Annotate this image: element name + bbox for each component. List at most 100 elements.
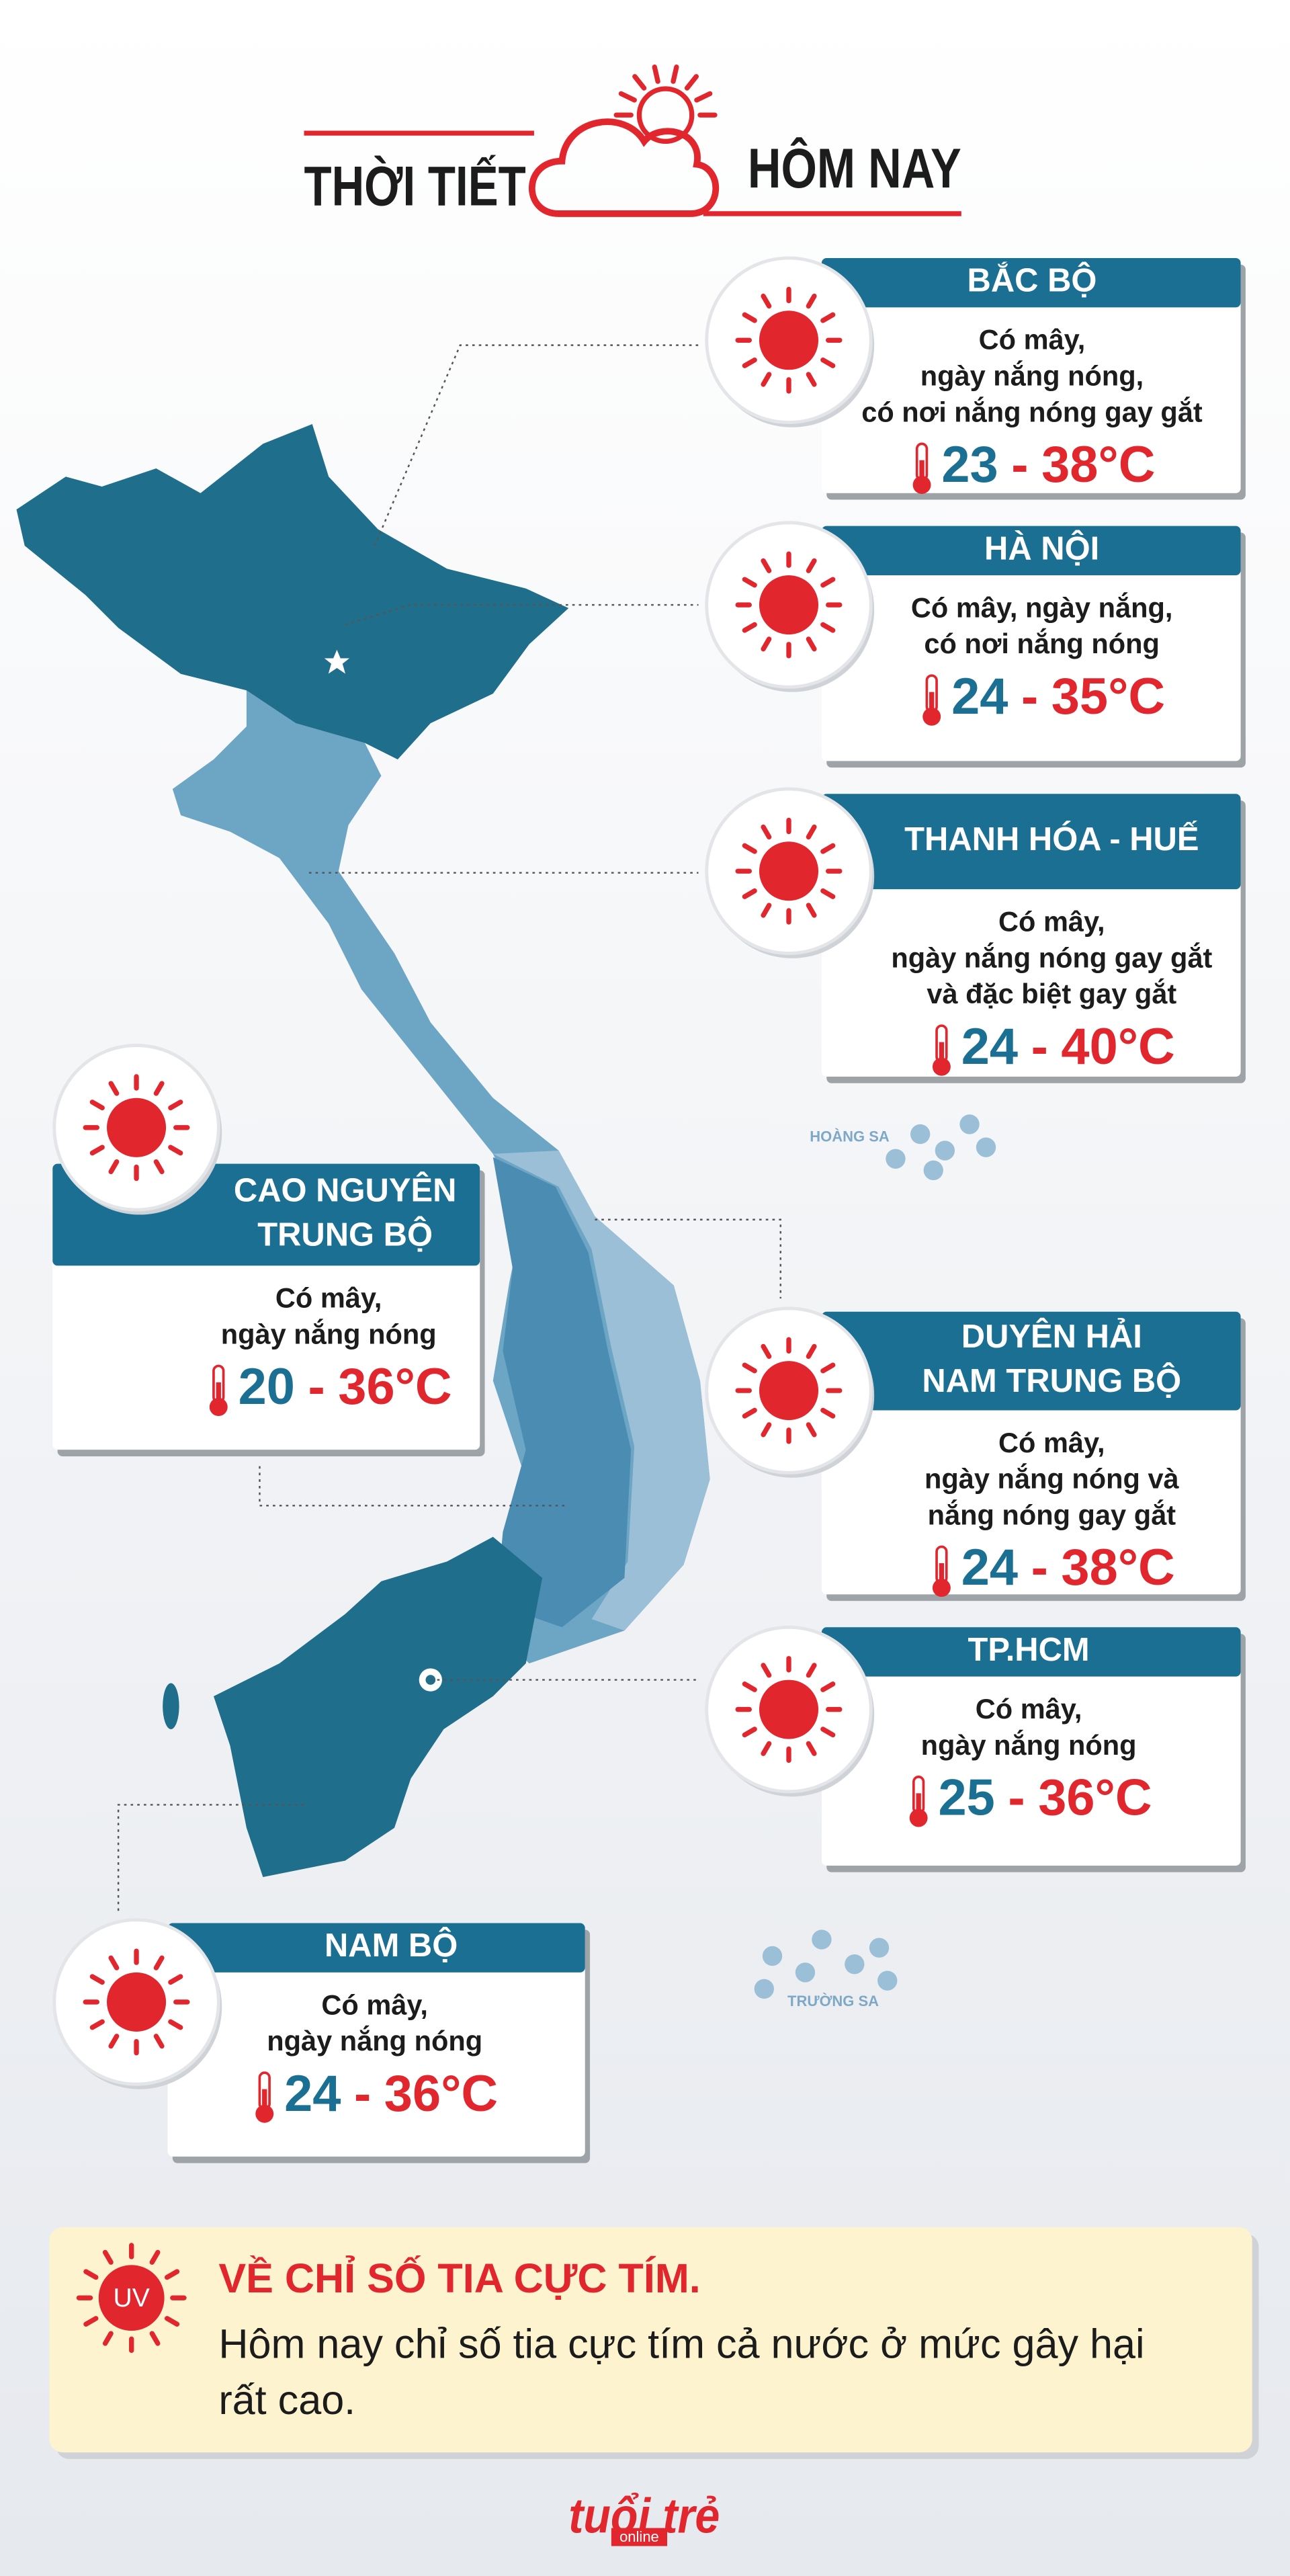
temp-high: 38 xyxy=(1061,1539,1117,1596)
uv-ray xyxy=(149,2331,161,2346)
sun-ray xyxy=(89,1974,105,1985)
island-truong-sa xyxy=(877,1970,898,1991)
temp-high: 38 xyxy=(1041,436,1098,493)
region-description: ngày nắng nóng xyxy=(921,1729,1137,1761)
sun-ray xyxy=(694,91,713,103)
sun-ray xyxy=(761,558,772,573)
leader-line xyxy=(259,1466,567,1507)
region-name: HÀ NỘI xyxy=(984,530,1099,567)
sun-ray xyxy=(742,888,757,899)
sun xyxy=(107,1097,167,1157)
temp-low: 24 xyxy=(961,1539,1018,1596)
sun-ray xyxy=(652,65,660,84)
island-truong-sa xyxy=(795,1962,816,1983)
temperature: 23-38°C xyxy=(941,436,1155,493)
region-description: và đặc biệt gay gắt xyxy=(927,978,1176,1009)
logo-sub: online xyxy=(619,2528,659,2545)
sun-ray xyxy=(820,1362,836,1374)
region-description: Có mây, xyxy=(998,1427,1105,1458)
temp-high: 36 xyxy=(338,1358,394,1415)
temp-high: 35 xyxy=(1051,668,1108,725)
region-name: NAM BỘ xyxy=(325,1927,458,1964)
sun-icon xyxy=(636,86,695,144)
uv-ray xyxy=(83,2269,99,2280)
island-hoang-sa xyxy=(976,1137,996,1157)
uv-title: VỀ CHỈ SỐ TIA CỰC TÍM. xyxy=(218,2255,700,2301)
sun-ray xyxy=(806,903,817,918)
sun-ray xyxy=(108,1159,120,1175)
sun-ray xyxy=(632,74,647,91)
sun-ray xyxy=(806,1343,817,1359)
leader-line xyxy=(595,1218,781,1299)
sun-ray xyxy=(742,577,757,588)
region-description: Có mây, xyxy=(979,324,1086,356)
temp-low: 20 xyxy=(239,1358,295,1415)
temp-low: 24 xyxy=(951,668,1008,725)
region-description: Có mây, ngày nắng, xyxy=(911,591,1173,623)
temp-separator: - xyxy=(1031,1539,1048,1596)
temp-separator: - xyxy=(1021,668,1038,725)
thermometer-bulb xyxy=(912,476,931,494)
map-label: TRƯỜNG SA xyxy=(787,1993,879,2009)
thermometer-bulb xyxy=(209,1398,228,1417)
sun-ray xyxy=(153,2034,165,2049)
sun-ray xyxy=(742,1407,757,1419)
sun-ray xyxy=(168,1145,183,1156)
sun-ray xyxy=(168,2019,183,2030)
thermometer-level xyxy=(262,2089,267,2109)
card-header xyxy=(821,1627,1241,1677)
sun-ray xyxy=(761,372,772,387)
region-description: ngày nắng nóng gay gắt xyxy=(891,942,1212,973)
sun-ray xyxy=(168,1099,183,1111)
uv-ray xyxy=(83,2316,99,2327)
sun-ray xyxy=(153,1081,165,1096)
thermometer-bulb xyxy=(932,1579,951,1597)
temp-separator: - xyxy=(354,2065,371,2122)
card-header xyxy=(821,526,1241,576)
sun-ray xyxy=(806,558,817,573)
sun-ray xyxy=(761,1422,772,1438)
capital-star xyxy=(319,645,354,678)
card-header xyxy=(821,794,1241,890)
island-truong-sa xyxy=(869,1938,890,1958)
uv-ray xyxy=(102,2249,114,2265)
region-name: BẮC BỘ xyxy=(968,262,1097,299)
temp-low: 23 xyxy=(941,436,998,493)
sun-ray xyxy=(761,1663,772,1678)
thermometer-level xyxy=(929,692,935,712)
sun xyxy=(759,841,819,901)
card xyxy=(821,257,1241,493)
card xyxy=(821,1627,1241,1866)
temp-unit: °C xyxy=(1118,1018,1175,1075)
sun-ray xyxy=(761,903,772,918)
thermometer-bulb xyxy=(909,1809,928,1827)
uv-ray xyxy=(164,2269,180,2280)
island-hoang-sa xyxy=(923,1160,943,1181)
thermometer-level xyxy=(939,1563,945,1583)
thermometer-bulb xyxy=(922,707,941,726)
map-highlands xyxy=(492,1157,632,1628)
sun-ray xyxy=(761,1741,772,1756)
thermometer-bulb xyxy=(255,2104,274,2123)
region-description: Có mây, xyxy=(998,906,1105,938)
temp-low: 24 xyxy=(284,2065,341,2122)
temp-high: 36 xyxy=(384,2065,441,2122)
card-header xyxy=(167,1923,585,1972)
sun-ray xyxy=(820,888,836,899)
temp-unit: °C xyxy=(1118,1539,1175,1596)
temperature: 24-35°C xyxy=(951,668,1165,725)
sun-ray xyxy=(742,1362,757,1374)
sun-ray xyxy=(742,357,757,368)
sun-ray xyxy=(89,2019,105,2030)
region-description: ngày nắng nóng xyxy=(221,1318,437,1349)
sun-ray xyxy=(153,1159,165,1175)
sun-ray xyxy=(671,65,679,84)
island-truong-sa xyxy=(762,1946,783,1966)
sun-ray xyxy=(820,1681,836,1692)
island-truong-sa xyxy=(754,1979,774,1999)
temp-separator: - xyxy=(308,1358,325,1415)
logo-sub-box xyxy=(611,2528,668,2546)
sun-ray xyxy=(806,1422,817,1438)
